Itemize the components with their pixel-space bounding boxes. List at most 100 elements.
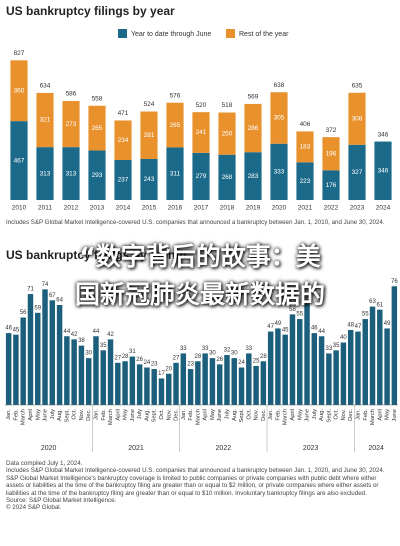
bar [49, 300, 56, 405]
x-tick-label: 2012 [64, 205, 79, 212]
group-label: 2020 [41, 445, 57, 452]
x-tick-label: Sept. [152, 409, 158, 423]
total-label: 558 [92, 95, 103, 102]
x-tick-label: Dec. [174, 409, 180, 421]
value-label: 58 [289, 307, 296, 313]
x-tick-label: 2022 [324, 205, 339, 212]
value-label: 28 [195, 354, 202, 360]
x-tick-label: Aug. [57, 409, 63, 421]
legend-swatch [226, 29, 235, 38]
chart-title: US bankruptcy filings by month [6, 248, 187, 262]
x-tick-label: April [377, 409, 383, 421]
x-tick-label: July [225, 409, 231, 419]
total-label: 520 [196, 102, 207, 109]
x-tick-label: Nov. [79, 409, 85, 421]
bar [27, 294, 34, 405]
value-label: 33 [326, 346, 333, 352]
legend-label: Rest of the year [239, 31, 289, 38]
x-tick-label: Aug. [232, 409, 238, 421]
note: Includes S&P Global Market Intelligence-… [6, 467, 385, 475]
segment-label: 467 [14, 157, 25, 164]
value-label: 44 [318, 329, 325, 335]
x-tick-label: 2017 [194, 205, 209, 212]
value-label: 46 [5, 326, 12, 332]
value-label: 71 [27, 287, 34, 293]
x-tick-label: 2016 [168, 205, 183, 212]
bar [275, 328, 281, 405]
bar-segment [218, 154, 236, 200]
segment-label: 311 [170, 170, 181, 177]
value-label: 23 [151, 362, 158, 368]
segment-label: 360 [14, 87, 25, 94]
segment-label: 196 [326, 150, 337, 157]
value-label: 23 [187, 362, 194, 368]
x-tick-label: June [43, 409, 49, 422]
x-tick-label: March [370, 409, 376, 425]
segment-label: 176 [326, 182, 337, 189]
note: S&P Global Market Intelligence's bankrup… [6, 474, 379, 497]
bar [144, 367, 150, 405]
x-tick-label: May [35, 409, 41, 420]
x-tick-label: March [195, 409, 201, 425]
bar [289, 314, 296, 405]
segment-label: 346 [378, 168, 389, 175]
segment-label: 308 [352, 115, 363, 122]
bar [362, 319, 368, 405]
bar [311, 333, 318, 405]
bar [151, 369, 157, 405]
bar [369, 306, 376, 405]
total-label: 634 [40, 83, 51, 90]
value-label: 49 [384, 321, 391, 327]
bar [35, 312, 41, 405]
x-tick-label: 2013 [90, 205, 105, 212]
x-tick-label: Aug. [319, 409, 325, 421]
group-label: 2023 [303, 445, 319, 452]
value-label: 17 [158, 371, 165, 377]
value-label: 35 [333, 343, 340, 349]
x-tick-label: Dec. [261, 409, 267, 421]
x-tick-label: 2019 [246, 205, 261, 212]
segment-label: 293 [92, 172, 103, 179]
x-tick-label: 2024 [376, 205, 391, 212]
total-label: 635 [352, 82, 363, 89]
segment-label: 237 [118, 177, 129, 184]
total-label: 638 [274, 82, 285, 89]
bar [78, 345, 85, 405]
x-tick-label: Sept. [239, 409, 245, 423]
x-tick-label: Oct. [72, 409, 78, 420]
value-label: 46 [311, 326, 318, 332]
x-tick-label: Dec. [348, 409, 354, 421]
x-tick-label: July [137, 409, 143, 419]
bar-segment [10, 121, 28, 200]
bar-segment [244, 103, 262, 153]
x-tick-label: Jan. [6, 409, 12, 420]
bar [304, 303, 310, 405]
segment-label: 265 [92, 125, 103, 132]
x-tick-label: May [123, 409, 129, 420]
overlay: “数字背后的故事：美 国新冠肺炎最新数据的 [0, 238, 400, 318]
x-tick-label: March [283, 409, 289, 425]
bar [85, 358, 92, 405]
segment-label: 286 [248, 125, 259, 132]
bar [166, 373, 172, 405]
value-label: 56 [20, 310, 27, 316]
bar [246, 353, 252, 405]
x-tick-label: June [217, 409, 223, 422]
bar [391, 286, 398, 405]
x-tick-label: March [21, 409, 27, 425]
value-label: 28 [260, 354, 267, 360]
x-tick-label: Oct. [334, 409, 340, 420]
bar-segment [322, 170, 340, 200]
bar-segment [192, 152, 210, 200]
value-label: 26 [216, 357, 223, 363]
value-label: 59 [34, 305, 41, 311]
bar [158, 378, 165, 405]
segment-label: 243 [144, 176, 155, 183]
bar [297, 319, 303, 405]
x-tick-label: 2014 [116, 205, 131, 212]
segment-label: 333 [274, 169, 285, 176]
x-tick-label: May [210, 409, 216, 420]
bar [224, 355, 230, 405]
value-label: 76 [391, 279, 398, 285]
x-tick-label: Aug. [144, 409, 150, 421]
